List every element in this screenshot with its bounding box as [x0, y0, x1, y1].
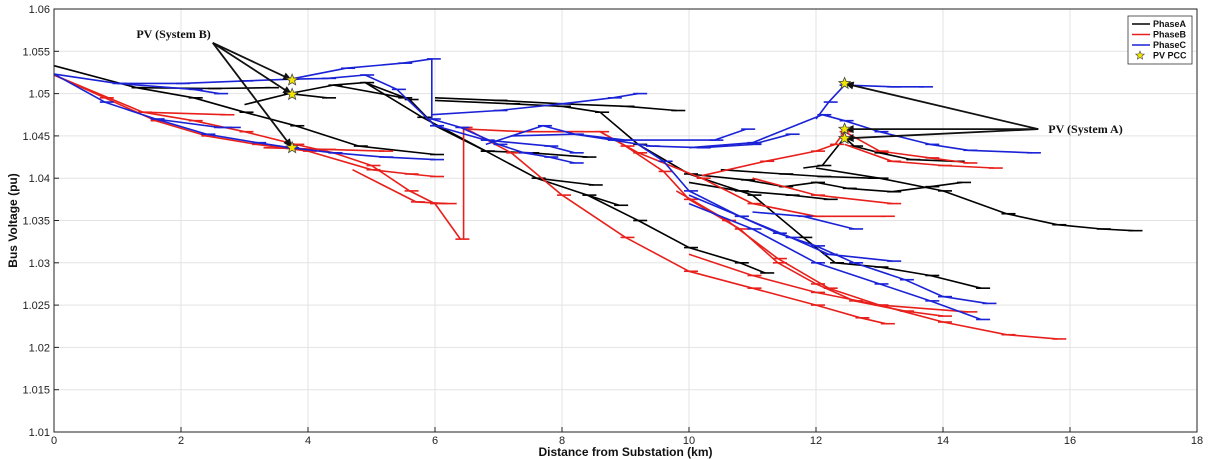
- x-tick-label: 16: [1064, 435, 1076, 447]
- pv-pcc-star: [285, 140, 299, 154]
- series-line-segment: [333, 84, 404, 99]
- series-line-segment: [720, 168, 874, 179]
- y-tick-label: 1.025: [22, 300, 50, 312]
- x-tick-label: 12: [810, 435, 822, 447]
- x-tick-label: 4: [305, 435, 311, 447]
- x-axis-label: Distance from Substation (km): [538, 445, 712, 459]
- x-tick-label: 18: [1191, 435, 1203, 447]
- y-tick-label: 1.01: [29, 427, 50, 439]
- pv-pcc-star: [837, 131, 852, 145]
- legend-entry: PV PCC: [1153, 51, 1187, 61]
- series-line-segment: [688, 113, 1032, 154]
- pv-pcc-star: [285, 73, 299, 86]
- y-tick-label: 1.06: [29, 4, 50, 16]
- y-tick-label: 1.015: [22, 385, 50, 397]
- legend-entry: PhaseB: [1153, 30, 1187, 40]
- series-line-segment: [675, 190, 1058, 340]
- series-line-segment: [142, 111, 226, 116]
- axis-ticks: 0 2 4 6 8 10 12 14 16 18 1.01 1.015 1.02 1.025 1.03 1.0…: [22, 4, 1203, 447]
- x-tick-label: 2: [178, 435, 184, 447]
- x-tick-label: 10: [683, 435, 695, 447]
- arrow-head: [844, 125, 854, 134]
- legend-entry: PhaseC: [1153, 40, 1187, 50]
- series-line-segment: [844, 143, 994, 169]
- annotation-arrow: [212, 42, 293, 149]
- y-tick-label: 1.055: [22, 46, 50, 58]
- annotation-label: PV (System A): [1048, 122, 1122, 136]
- y-tick-label: 1.05: [29, 89, 50, 101]
- arrow-head: [844, 134, 854, 142]
- series-line-segment: [587, 194, 620, 207]
- pv-pcc-star: [285, 87, 299, 101]
- y-tick-label: 1.045: [22, 131, 50, 143]
- annotation-arrow: [844, 82, 1039, 131]
- pv-pcc-star: [837, 76, 852, 90]
- pv-pcc-markers: [285, 73, 852, 154]
- y-tick-label: 1.04: [29, 173, 50, 185]
- x-tick-label: 14: [937, 435, 949, 447]
- series-line-segment: [688, 202, 982, 321]
- series-lines: [53, 58, 1143, 340]
- series-line-segment: [701, 130, 969, 177]
- legend-star-swatch: [1134, 50, 1146, 60]
- series-line-segment: [688, 181, 829, 201]
- annotations: PV (System B) PV (System A): [136, 27, 1123, 149]
- annotation-arrow: [212, 42, 293, 81]
- series-line-segment: [485, 124, 791, 149]
- series-line-segment: [599, 131, 886, 218]
- annotation-arrow: [212, 42, 293, 96]
- x-tick-label: 6: [432, 435, 438, 447]
- series-line-segment: [536, 177, 594, 186]
- series-line-segment: [53, 58, 575, 164]
- series-line-segment: [688, 194, 988, 305]
- x-tick-label: 8: [559, 435, 565, 447]
- y-tick-label: 1.03: [29, 258, 50, 270]
- annotation-label: PV (System B): [136, 27, 210, 41]
- annotation-arrow: [844, 128, 1039, 140]
- series-phasea: [53, 64, 1143, 289]
- series-line-segment: [136, 86, 270, 90]
- y-tick-label: 1.035: [22, 216, 50, 228]
- x-tick-label: 0: [51, 435, 57, 447]
- series-phasec: [53, 58, 1041, 321]
- y-axis-label: Bus Voltage (pu): [6, 173, 20, 267]
- y-tick-label: 1.02: [29, 342, 50, 354]
- legend-entry: PhaseA: [1153, 19, 1187, 29]
